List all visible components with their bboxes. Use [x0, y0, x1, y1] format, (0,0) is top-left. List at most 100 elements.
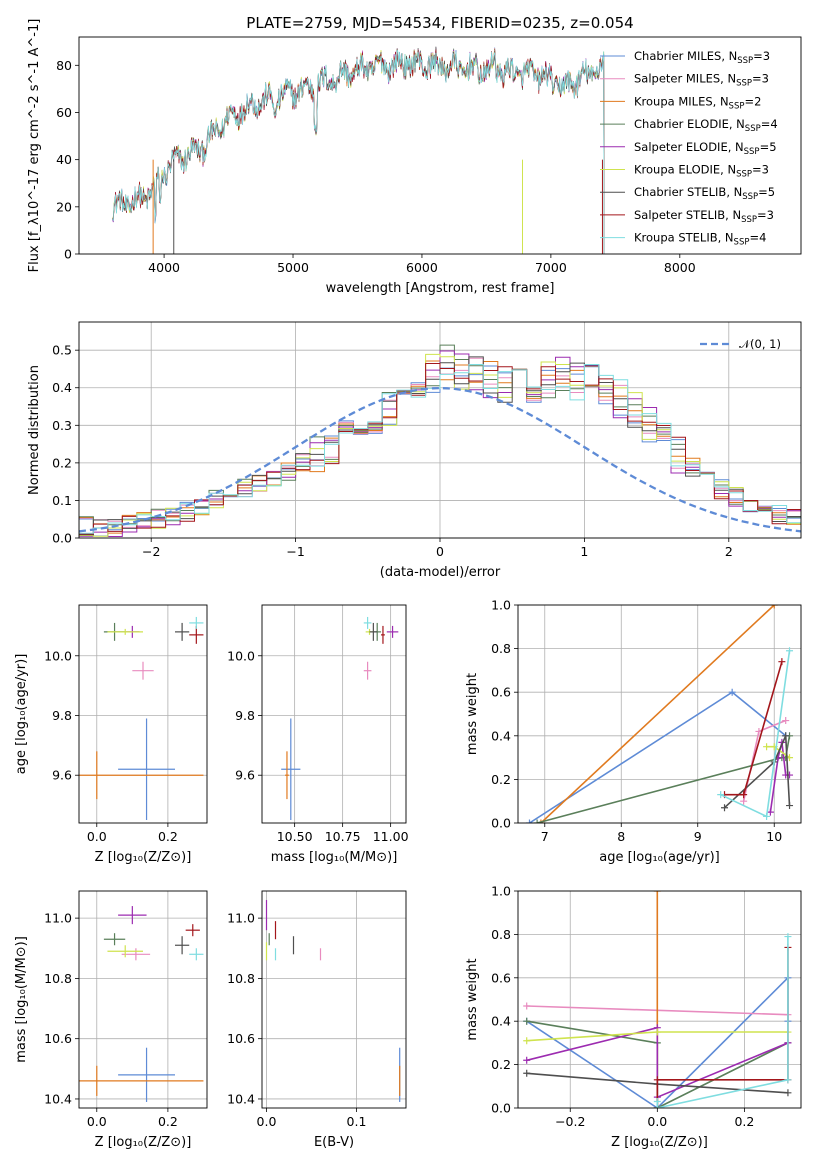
weight-marker [786, 647, 794, 655]
errorbar-point [79, 751, 204, 800]
errorbar-point [185, 924, 200, 937]
weight-marker [523, 1002, 531, 1010]
legend-label: Kroupa MILES, NSSP=2 [634, 94, 761, 111]
spectrum-series-salpeter-elodie [112, 47, 605, 254]
y-tick-label: 0.0 [491, 1101, 511, 1116]
weight-marker [763, 743, 771, 751]
legend-label: Chabrier MILES, NSSP=3 [634, 49, 770, 66]
weight-marker [721, 804, 729, 812]
legend-label: Chabrier ELODIE, NSSP=4 [634, 117, 778, 134]
residuals-panel: −2 −1 0 1 2 0.0 0.1 0.2 0.3 0.4 0.5 (data-model)/er… [27, 321, 802, 580]
errorbar-point [132, 661, 154, 680]
errorbar-point [386, 625, 399, 638]
y-tick-label: 10.0 [227, 648, 255, 663]
x-axis-label: mass [log₁₀(M/M⊙)] [271, 850, 398, 865]
errorbar-point [121, 948, 151, 961]
y-tick-label: 0 [64, 247, 72, 262]
x-tick-label: 9 [694, 829, 702, 844]
x-tick-label: 8 [617, 829, 625, 844]
age-vs-mass-panel: 10.50 10.75 11.00 9.6 9.8 10.0 mass [log₁₀(M/M… [227, 604, 409, 865]
gaussian-legend-label: 𝒩(0, 1) [739, 337, 781, 351]
weight-vs-age-panel: 7 8 9 10 0.0 0.2 0.4 0.6 0.8 1.0 age [log₁₀(age/yr… [465, 598, 802, 865]
y-tick-label: 1.0 [491, 884, 511, 899]
spectrum-panel: 4000 5000 6000 7000 8000 0 20 40 60 80 wavelength … [27, 19, 802, 296]
y-tick-label: 10.4 [227, 1091, 255, 1106]
figure-title: PLATE=2759, MJD=54534, FIBERID=0235, z=0… [246, 14, 633, 32]
weight-series [526, 1026, 789, 1099]
x-axis-label: age [log₁₀(age/yr)] [599, 850, 720, 865]
weight-marker [740, 791, 748, 799]
y-tick-label: 0.5 [52, 343, 72, 358]
weight-marker [653, 1104, 661, 1108]
y-tick-label: 20 [56, 199, 72, 214]
errorbar-point [118, 906, 147, 925]
spectrum-series-salpeter-miles [112, 48, 605, 254]
plots-layer: 4000 5000 6000 7000 8000020406080wavelength … [14, 19, 802, 1150]
weight-series [540, 605, 775, 823]
weight-marker [523, 1017, 531, 1025]
x-tick-label: 4000 [148, 260, 180, 275]
weight-marker [653, 1076, 661, 1084]
errorbar-group [281, 616, 399, 821]
errorbar-point [118, 1047, 175, 1102]
errorbar-point [285, 751, 289, 800]
x-tick-label: −2 [142, 544, 160, 559]
legend-label: Salpeter ELODIE, NSSP=5 [634, 140, 777, 157]
axes-frame [517, 890, 802, 1109]
spectrum-series-kroupa-stelib [112, 49, 605, 254]
x-axis-label: (data-model)/error [380, 565, 501, 580]
x-axis-label: wavelength [Angstrom, rest frame] [326, 281, 555, 296]
y-tick-label: 1.0 [491, 598, 511, 613]
weight-marker [525, 819, 533, 823]
spectrum-series-kroupa-miles [112, 48, 605, 254]
axes-frame [261, 604, 407, 824]
legend-label: Salpeter MILES, NSSP=3 [634, 72, 769, 89]
weight-marker [766, 808, 774, 816]
axes-frame [78, 604, 208, 824]
y-axis-label: mass weight [465, 958, 480, 1040]
errorbar-point [175, 622, 190, 641]
weight-series [724, 661, 783, 796]
errorbar-point [281, 718, 301, 821]
x-tick-label: 7 [541, 829, 549, 844]
y-tick-label: 0.6 [491, 685, 511, 700]
y-tick-label: 80 [56, 58, 72, 73]
errorbar-point [107, 628, 143, 635]
y-tick-label: 0.2 [491, 772, 511, 787]
weight-series [656, 936, 789, 1108]
x-tick-label: 0 [436, 544, 444, 559]
x-tick-label: −1 [286, 544, 304, 559]
weight-marker [523, 1056, 531, 1064]
x-tick-label: 0.2 [734, 1114, 754, 1129]
weight-marker [784, 933, 792, 941]
y-axis-label: mass weight [465, 673, 480, 755]
y-tick-label: 0.4 [491, 728, 511, 743]
x-axis-label: Z [log₁₀(Z/Z⊙)] [95, 850, 192, 865]
y-axis-label: mass [log₁₀(M/M⊙)] [14, 936, 29, 1063]
y-axis-label: Flux [f_λ10^-17 erg cm^-2 s^-1 A^-1] [27, 19, 42, 273]
x-tick-label: 0.0 [647, 1114, 667, 1129]
weight-lines [525, 605, 794, 823]
x-tick-label: 2 [725, 544, 733, 559]
errorbar-point [381, 625, 385, 644]
axes-frame [261, 890, 407, 1109]
weight-marker [763, 812, 771, 820]
axes-frame [78, 321, 802, 539]
errorbar-point [103, 933, 126, 946]
weight-marker [523, 1069, 531, 1077]
histogram-lines [79, 344, 801, 538]
y-tick-label: 0.0 [491, 816, 511, 831]
legend-label: Salpeter STELIB, NSSP=3 [634, 208, 774, 225]
errorbar-point [107, 945, 143, 958]
y-tick-label: 0.6 [491, 970, 511, 985]
errorbar-point [369, 622, 378, 641]
errorbar-group [79, 616, 204, 821]
weight-marker [770, 605, 778, 609]
errorbar-point [189, 948, 204, 961]
y-tick-label: 0.2 [52, 455, 72, 470]
weight-marker [740, 797, 748, 805]
x-tick-label: 0.1 [347, 1114, 367, 1129]
y-tick-label: 11.0 [227, 911, 255, 926]
y-tick-label: 0.2 [491, 1057, 511, 1072]
y-tick-label: 0.0 [52, 531, 72, 546]
